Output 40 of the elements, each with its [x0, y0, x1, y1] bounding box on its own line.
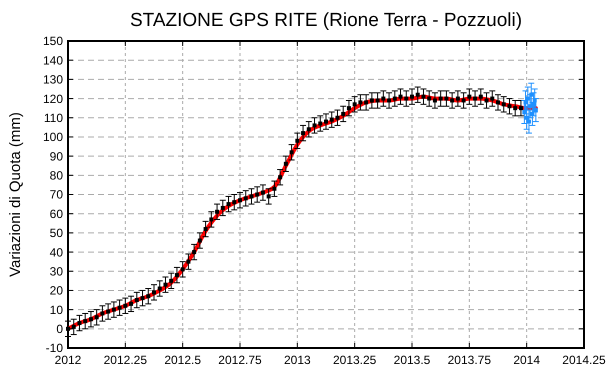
y-tick-label: 50 [50, 226, 64, 240]
y-tick-label: 60 [50, 206, 64, 221]
y-tick-label: 40 [50, 245, 64, 260]
y-tick-label: 80 [50, 168, 64, 183]
chart-title: STAZIONE GPS RITE (Rione Terra - Pozzuoli) [130, 10, 522, 31]
point [524, 116, 529, 120]
x-tick-label: 2013.5 [394, 353, 431, 367]
y-tick-label: 10 [50, 302, 64, 317]
y-tick-label: 140 [42, 53, 64, 68]
y-tick-label: 30 [50, 264, 64, 278]
x-tick-label: 2013.25 [332, 353, 377, 367]
y-tick-label: 120 [42, 92, 64, 106]
point [529, 92, 534, 97]
x-tick-label: 2013.75 [448, 353, 492, 367]
y-tick-label: -10 [46, 341, 64, 356]
point [530, 112, 534, 116]
x-tick-label: 2014 [513, 353, 540, 367]
y-tick-label: 110 [44, 110, 64, 125]
y-tick-label: 150 [42, 34, 64, 48]
y-tick-label: 70 [50, 188, 64, 202]
point [524, 100, 528, 104]
point [526, 120, 531, 124]
y-tick-label: 130 [42, 72, 64, 87]
x-tick-label: 2012.25 [104, 353, 148, 367]
point [528, 104, 532, 108]
x-tick-label: 2013 [284, 353, 312, 367]
y-tick-label: 90 [50, 149, 64, 164]
point [522, 110, 526, 114]
x-tick-label: 2012.75 [218, 353, 262, 367]
point [532, 98, 537, 102]
x-tick-label: 2012.5 [164, 353, 202, 367]
point [532, 102, 536, 106]
y-axis-title: Variazioni di Quota (mm) [7, 112, 24, 277]
y-tick-label: 20 [50, 284, 64, 298]
x-tick-label: 2012 [54, 353, 82, 367]
point [534, 108, 538, 112]
y-tick-label: 100 [42, 130, 64, 144]
point [526, 96, 530, 101]
y-tick-label: 0 [56, 322, 64, 336]
x-tick-label: 2014.25 [562, 353, 606, 367]
